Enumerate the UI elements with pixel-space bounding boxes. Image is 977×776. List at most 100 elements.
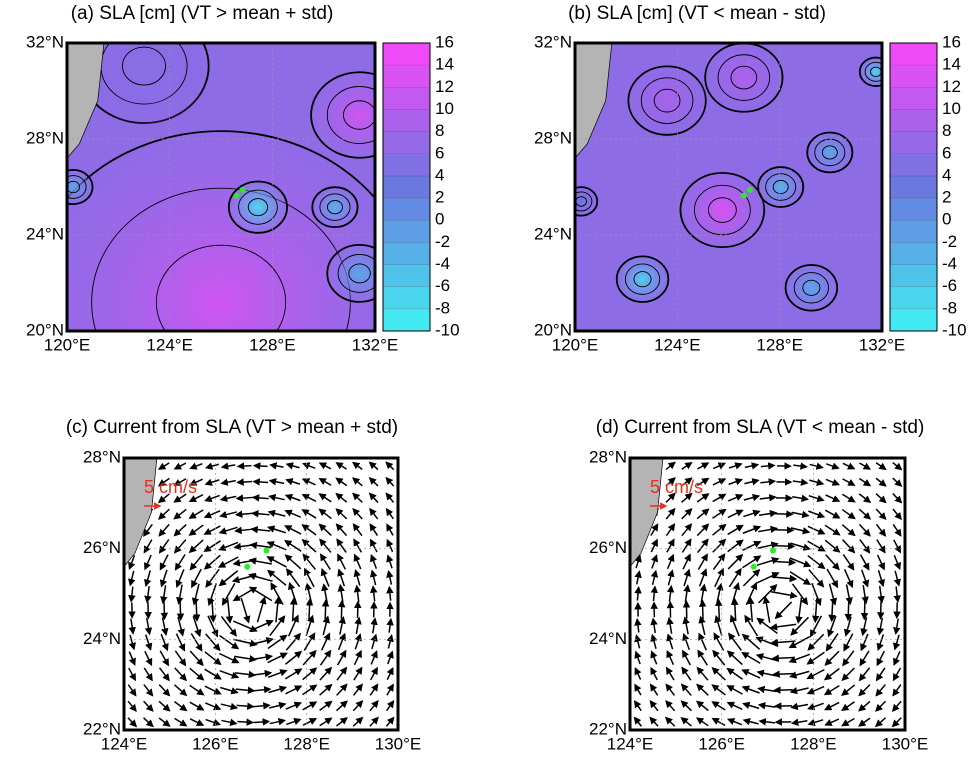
contour <box>575 191 593 212</box>
flow-arrow <box>728 478 744 486</box>
flow-arrow <box>859 554 870 571</box>
flow-arrow <box>176 584 184 605</box>
flow-arrow <box>875 523 887 537</box>
flow-arrow <box>758 583 778 604</box>
flow-arrow <box>712 508 727 519</box>
flow-arrow <box>728 462 743 470</box>
flow-arrow <box>858 493 872 504</box>
flow-arrow <box>219 494 237 503</box>
flow-arrow <box>860 569 870 588</box>
flow-arrow <box>876 650 885 667</box>
flow-arrow <box>385 492 395 503</box>
colorbar-band <box>890 242 937 265</box>
flow-arrow <box>188 539 204 554</box>
flow-arrow <box>649 683 659 696</box>
colorbar-label: 14 <box>942 55 961 74</box>
flow-arrow <box>756 617 778 635</box>
flow-arrow <box>335 462 348 470</box>
contour <box>858 56 882 87</box>
contour <box>814 138 846 167</box>
flow-arrow <box>759 494 777 502</box>
flow-arrow <box>173 508 187 520</box>
flow-arrow <box>143 717 154 728</box>
sla-blob <box>752 160 809 214</box>
x-tick-label: 126°E <box>192 734 239 753</box>
flow-arrow <box>634 570 642 585</box>
flow-arrow <box>842 539 856 554</box>
map-area <box>630 458 905 730</box>
flow-arrow <box>773 542 796 550</box>
flow-arrow <box>204 685 222 695</box>
flow-arrow <box>205 718 221 726</box>
flow-arrow <box>218 570 239 587</box>
flow-arrow <box>240 597 251 624</box>
flow-arrow <box>860 600 869 621</box>
sla-blob <box>801 126 858 179</box>
flow-arrow <box>790 527 811 535</box>
colorbar-band <box>383 153 430 176</box>
flow-arrow <box>354 616 362 634</box>
flow-arrow <box>876 554 885 571</box>
flow-arrow <box>665 523 676 537</box>
colorbar-band <box>383 308 430 331</box>
map-area <box>67 43 375 331</box>
flow-arrow <box>681 508 693 520</box>
flow-arrow <box>284 509 302 518</box>
contour <box>67 180 81 194</box>
flow-arrow <box>368 492 379 503</box>
flow-arrow <box>352 716 364 727</box>
flow-arrow <box>666 553 675 570</box>
flow-arrow <box>634 554 642 569</box>
flow-arrow <box>824 509 841 519</box>
flow-arrow <box>353 666 363 681</box>
flow-arrow <box>727 524 744 536</box>
y-tick-label: 20°N <box>26 320 64 339</box>
colorbar-label: 10 <box>435 99 454 118</box>
flow-arrow <box>386 650 394 665</box>
sla-blob <box>619 55 715 146</box>
flow-arrow <box>861 585 869 605</box>
flow-arrow <box>220 616 237 637</box>
colorbar-band <box>383 198 430 221</box>
flow-arrow <box>681 523 693 537</box>
flow-arrow <box>696 666 709 681</box>
flow-arrow <box>806 685 825 695</box>
flow-arrow <box>274 596 282 623</box>
contour <box>319 193 351 221</box>
flow-arrow <box>727 539 744 553</box>
flow-arrow <box>841 684 856 696</box>
contour <box>348 263 371 284</box>
y-tick-label: 28°N <box>26 128 64 147</box>
flow-arrow <box>875 477 887 487</box>
flow-arrow <box>892 667 902 682</box>
flow-arrow <box>808 569 825 588</box>
flow-arrow <box>337 568 346 587</box>
x-tick-label: 132°E <box>352 335 399 354</box>
flow-arrow <box>237 718 254 726</box>
flow-arrow <box>826 568 839 589</box>
flow-arrow <box>713 632 725 651</box>
flow-arrow <box>370 633 378 650</box>
flow-arrow <box>385 461 395 471</box>
flow-arrow <box>204 651 222 666</box>
flow-arrow <box>892 461 903 471</box>
flow-arrow <box>892 477 903 487</box>
flow-arrow <box>683 584 691 603</box>
contour <box>784 264 839 312</box>
flow-arrow <box>858 477 872 487</box>
flow-arrow <box>189 554 204 571</box>
colorbar-label: 12 <box>942 77 961 96</box>
flow-arrow <box>743 493 761 502</box>
flow-arrow <box>744 614 759 637</box>
map-frame <box>573 41 884 333</box>
flow-arrow <box>696 508 710 520</box>
flow-arrow <box>650 554 659 569</box>
flow-arrow <box>173 524 187 537</box>
colorbar-label: 2 <box>942 188 951 207</box>
contour <box>772 179 789 195</box>
flow-arrow <box>634 683 642 696</box>
flow-arrow <box>207 615 219 638</box>
flow-arrow <box>893 539 901 554</box>
flow-arrow <box>667 569 675 586</box>
panel-title: (b) SLA [cm] (VT < mean - std) <box>568 3 826 24</box>
